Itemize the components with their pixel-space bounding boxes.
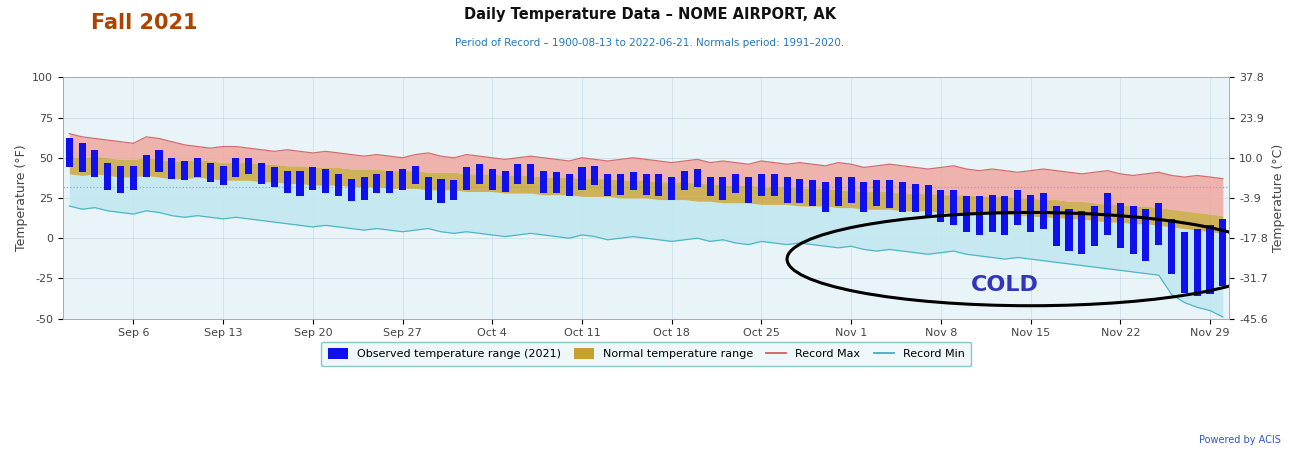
Bar — [360, 177, 368, 200]
Bar — [861, 182, 867, 212]
Bar — [963, 196, 970, 232]
Bar — [347, 179, 355, 201]
Bar — [91, 150, 99, 177]
Bar — [618, 174, 624, 195]
Bar — [270, 167, 278, 187]
Bar — [745, 177, 753, 203]
Bar — [156, 150, 162, 172]
Bar — [257, 163, 265, 184]
Bar — [642, 174, 650, 195]
Bar — [592, 166, 598, 185]
Text: COLD: COLD — [971, 275, 1039, 295]
Bar — [181, 161, 188, 180]
Bar — [848, 177, 854, 203]
Bar — [399, 169, 406, 190]
Bar — [1014, 190, 1022, 225]
Bar — [578, 167, 585, 190]
Bar — [566, 174, 573, 196]
Bar — [629, 172, 637, 190]
Bar — [1219, 219, 1226, 286]
Bar — [1040, 193, 1046, 229]
Bar — [784, 177, 790, 203]
Bar — [771, 174, 777, 196]
Text: Fall 2021: Fall 2021 — [91, 13, 198, 34]
Bar — [604, 174, 611, 196]
Bar — [758, 174, 764, 196]
Bar — [1066, 209, 1072, 251]
Y-axis label: Temperature (°C): Temperature (°C) — [1271, 144, 1284, 252]
Text: Daily Temperature Data – NOME AIRPORT, AK: Daily Temperature Data – NOME AIRPORT, A… — [464, 7, 836, 22]
Bar — [1001, 196, 1009, 235]
Bar — [898, 182, 906, 212]
Bar — [1078, 211, 1086, 254]
Bar — [1091, 206, 1098, 246]
Bar — [283, 171, 291, 193]
Bar — [309, 167, 316, 190]
Bar — [335, 174, 342, 196]
Bar — [976, 196, 983, 235]
Bar — [552, 172, 560, 193]
Bar — [797, 179, 803, 203]
Bar — [528, 164, 534, 184]
Bar — [1180, 232, 1188, 293]
Bar — [66, 138, 73, 167]
Bar — [988, 195, 996, 232]
Bar — [207, 163, 213, 182]
Bar — [835, 177, 842, 206]
Bar — [950, 190, 957, 225]
Bar — [911, 184, 919, 212]
Bar — [937, 190, 944, 222]
Bar — [1156, 203, 1162, 245]
Bar — [168, 158, 176, 179]
Y-axis label: Temperature (°F): Temperature (°F) — [16, 145, 29, 251]
Bar — [130, 166, 136, 190]
Bar — [924, 185, 932, 216]
Bar — [194, 158, 202, 177]
Bar — [296, 171, 303, 196]
Bar — [246, 158, 252, 174]
Bar — [874, 180, 880, 206]
Bar — [489, 169, 495, 190]
Bar — [143, 154, 150, 177]
Bar — [719, 177, 727, 200]
Bar — [515, 164, 521, 184]
Bar — [233, 158, 239, 177]
Bar — [1167, 219, 1175, 273]
Bar — [373, 174, 381, 193]
Bar — [707, 177, 714, 196]
Legend: Observed temperature range (2021), Normal temperature range, Record Max, Record : Observed temperature range (2021), Norma… — [321, 342, 971, 366]
Bar — [1104, 193, 1112, 235]
Bar — [694, 169, 701, 187]
Bar — [809, 180, 816, 206]
Text: Powered by ACIS: Powered by ACIS — [1199, 435, 1280, 445]
Bar — [502, 171, 508, 192]
Bar — [668, 177, 675, 200]
Bar — [1143, 209, 1149, 261]
Bar — [476, 164, 484, 184]
Bar — [540, 171, 547, 193]
Bar — [412, 166, 419, 184]
Bar — [117, 166, 124, 193]
Bar — [450, 180, 458, 200]
Bar — [220, 166, 226, 185]
Bar — [386, 171, 393, 193]
Bar — [438, 179, 445, 203]
Bar — [1027, 195, 1034, 232]
Bar — [463, 167, 471, 190]
Bar — [322, 169, 329, 193]
Bar — [655, 174, 663, 196]
Bar — [822, 182, 829, 212]
Bar — [681, 171, 688, 190]
Text: Period of Record – 1900-08-13 to 2022-06-21. Normals period: 1991–2020.: Period of Record – 1900-08-13 to 2022-06… — [455, 38, 845, 48]
Bar — [732, 174, 740, 193]
Bar — [1206, 225, 1213, 295]
Bar — [425, 177, 432, 200]
Bar — [887, 180, 893, 207]
Bar — [1193, 229, 1201, 296]
Bar — [1053, 206, 1059, 246]
Bar — [1130, 206, 1136, 254]
Bar — [104, 163, 112, 190]
Bar — [78, 143, 86, 172]
Bar — [1117, 203, 1123, 248]
